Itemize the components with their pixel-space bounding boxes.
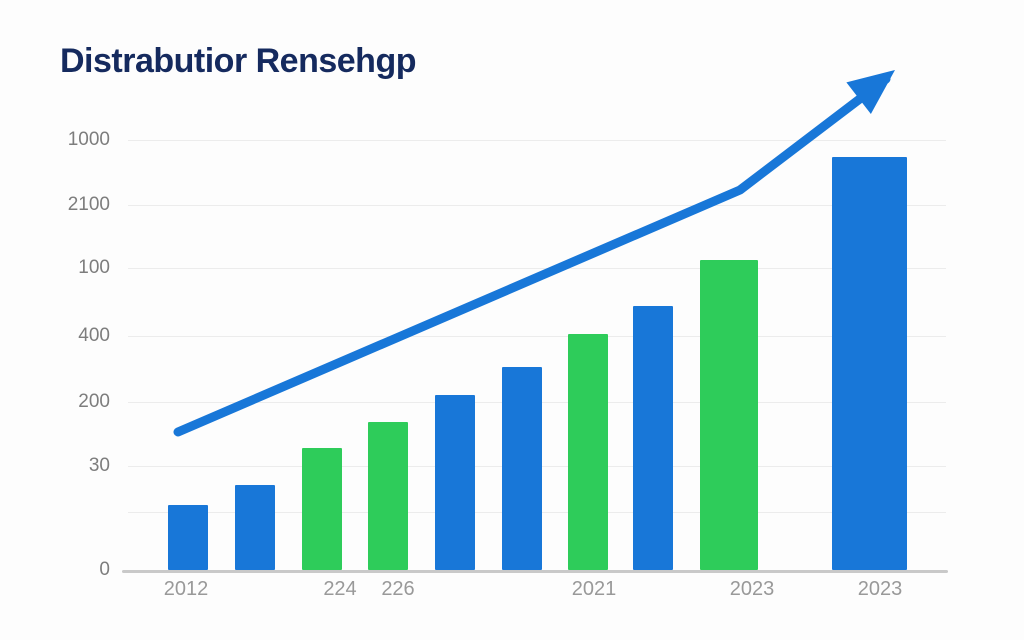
gridline	[128, 205, 946, 206]
gridline	[128, 140, 946, 141]
bar-1[interactable]	[168, 505, 208, 570]
y-tick-label: 1000	[67, 129, 110, 150]
x-tick-label: 2023	[857, 578, 903, 600]
y-tick-label: 200	[78, 391, 110, 412]
x-tick-label: 2021	[571, 578, 617, 600]
gridline	[128, 268, 946, 269]
y-tick-label: 100	[78, 257, 110, 278]
y-tick-label: 2100	[67, 194, 110, 215]
arrow-up-right-icon	[846, 70, 895, 114]
bar-2[interactable]	[235, 485, 275, 570]
bar-9[interactable]	[700, 260, 758, 570]
x-tick-label: 226	[381, 578, 415, 600]
bar-8[interactable]	[633, 306, 673, 570]
page-title: Distrabutior Rensehgp	[60, 42, 416, 80]
bar-4[interactable]	[368, 422, 408, 570]
x-axis-line	[122, 570, 948, 573]
y-tick-label: 400	[78, 325, 110, 346]
gridline	[128, 336, 946, 337]
x-tick-label: 2012	[163, 578, 209, 600]
y-tick-label: 30	[88, 455, 110, 476]
bar-6[interactable]	[502, 367, 542, 570]
bar-10[interactable]	[832, 157, 907, 570]
bar-3[interactable]	[302, 448, 342, 570]
y-tick-label: 0	[99, 559, 110, 580]
bar-5[interactable]	[435, 395, 475, 570]
x-tick-label: 224	[323, 578, 357, 600]
x-tick-label: 2023	[729, 578, 775, 600]
bar-7[interactable]	[568, 334, 608, 570]
